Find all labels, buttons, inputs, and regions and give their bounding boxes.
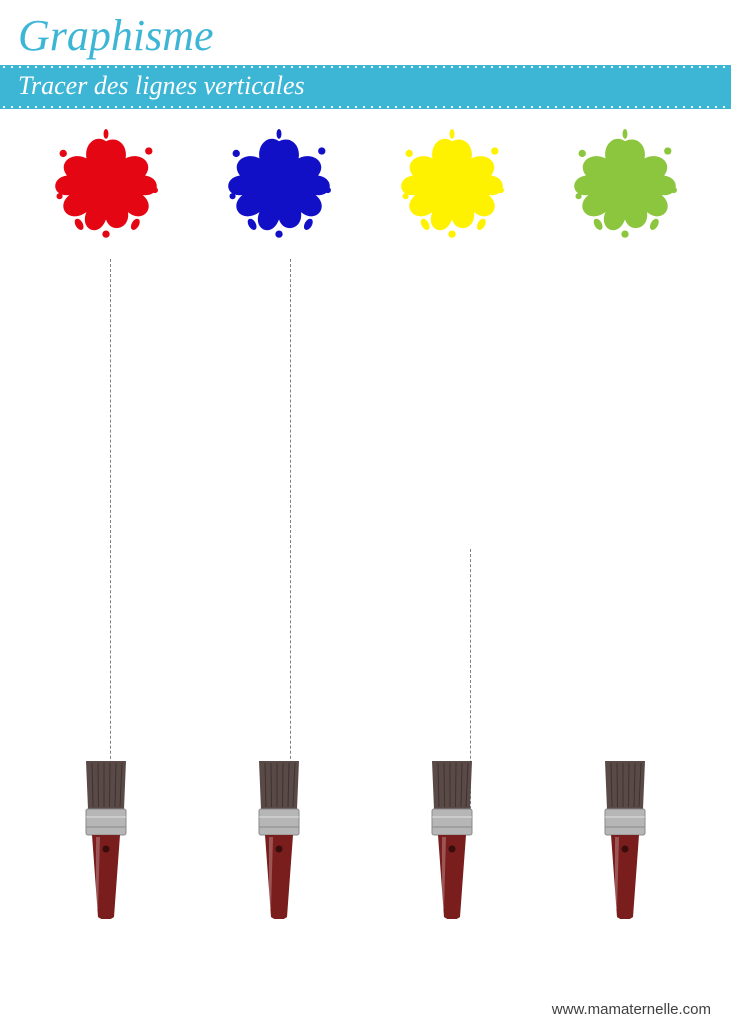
paint-splat-red-icon <box>41 129 171 239</box>
brush-col-0 <box>31 759 181 919</box>
paintbrush-icon <box>417 759 487 919</box>
brush-col-2 <box>377 759 527 919</box>
brush-row <box>0 759 731 919</box>
splat-col-red <box>31 129 181 239</box>
splat-row <box>0 129 731 239</box>
activity-area <box>0 109 731 929</box>
paintbrush-icon <box>244 759 314 919</box>
instruction-text: Tracer des lignes verticales <box>18 71 305 100</box>
splat-col-blue <box>204 129 354 239</box>
trace-line-0 <box>110 259 111 809</box>
paintbrush-icon <box>71 759 141 919</box>
instruction-banner: Tracer des lignes verticales <box>0 65 731 109</box>
paintbrush-icon <box>590 759 660 919</box>
brush-col-1 <box>204 759 354 919</box>
page-title: Graphisme <box>0 0 731 61</box>
splat-col-yellow <box>377 129 527 239</box>
paint-splat-green-icon <box>560 129 690 239</box>
trace-line-1 <box>290 259 291 809</box>
footer-credit: www.mamaternelle.com <box>552 1001 711 1018</box>
splat-col-green <box>550 129 700 239</box>
paint-splat-yellow-icon <box>387 129 517 239</box>
brush-col-3 <box>550 759 700 919</box>
paint-splat-blue-icon <box>214 129 344 239</box>
